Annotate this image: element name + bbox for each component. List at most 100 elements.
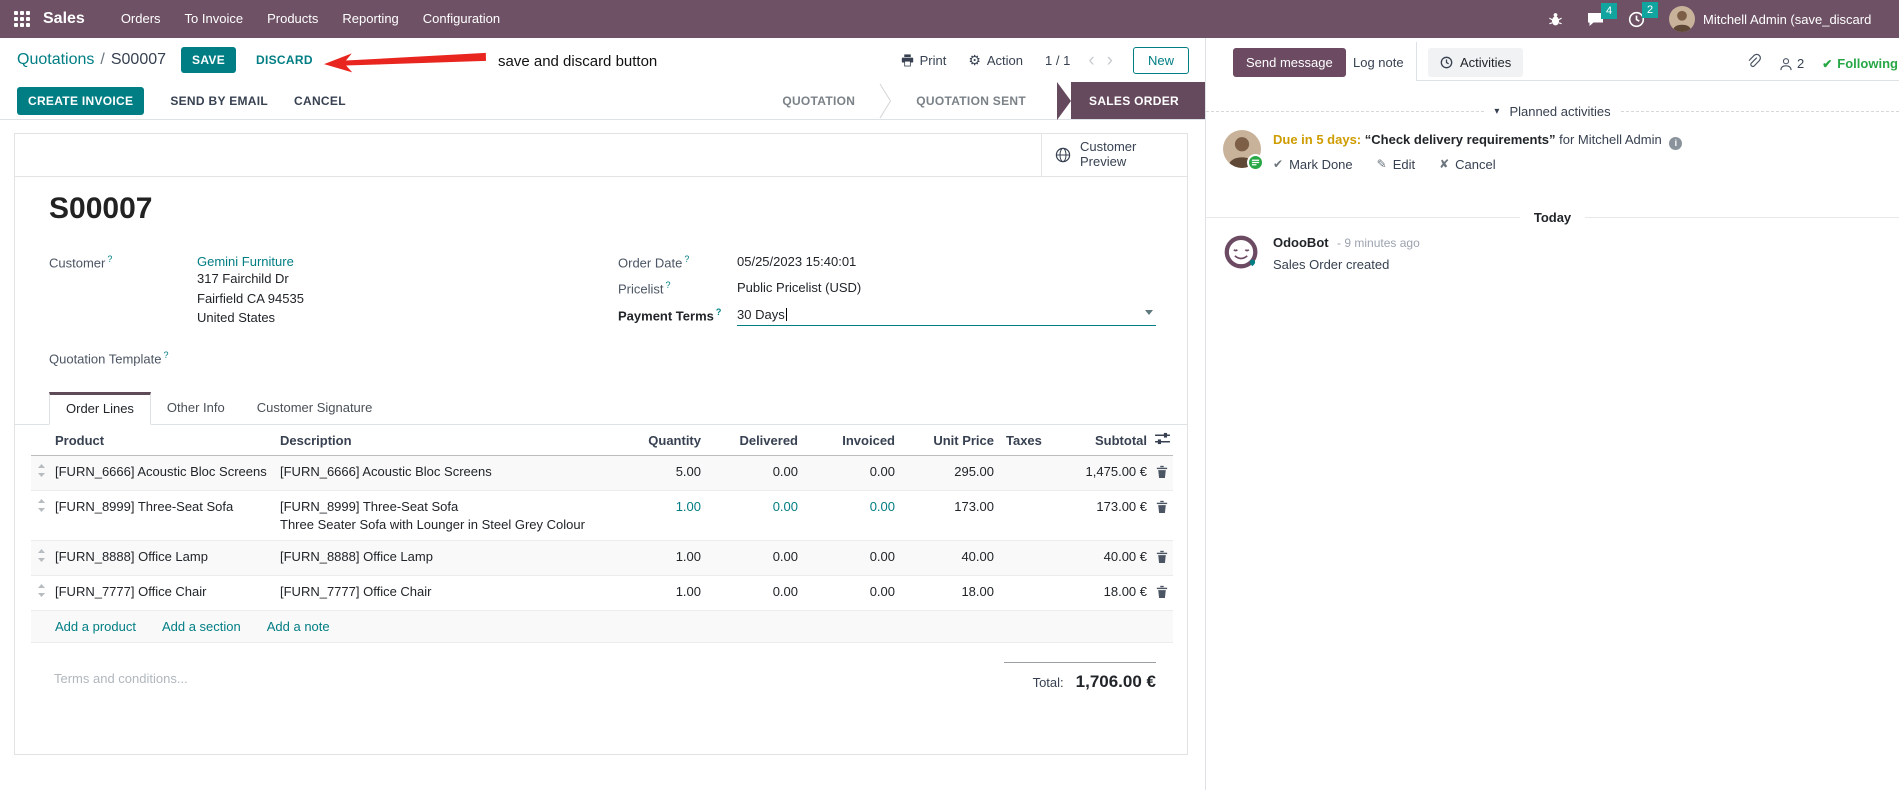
status-step-quotation-sent[interactable]: QUOTATION SENT <box>916 93 1027 108</box>
add-product-link[interactable]: Add a product <box>55 619 136 634</box>
cell-product[interactable]: [FURN_6666] Acoustic Bloc Screens <box>51 455 276 491</box>
cell-description[interactable]: [FURN_8999] Three-Seat Sofa Three Seater … <box>276 490 631 541</box>
cell-unit-price[interactable]: 18.00 <box>899 575 998 611</box>
cell-taxes[interactable] <box>998 540 1076 576</box>
messages-icon[interactable]: 4 <box>1575 2 1617 27</box>
cell-quantity[interactable]: 5.00 <box>631 455 705 491</box>
invoiced-column-header[interactable]: Invoiced <box>802 425 899 456</box>
delete-line-icon[interactable] <box>1151 540 1173 576</box>
menu-products[interactable]: Products <box>267 11 319 26</box>
cell-quantity[interactable]: 1.00 <box>631 540 705 576</box>
subtotal-column-header[interactable]: Subtotal <box>1076 425 1151 456</box>
message-author[interactable]: OdooBot <box>1273 235 1329 250</box>
pricelist-field[interactable]: Public Pricelist (USD) <box>737 280 862 296</box>
drag-handle-icon[interactable] <box>31 540 51 576</box>
drag-handle-icon[interactable] <box>31 455 51 491</box>
cell-description[interactable]: [FURN_8888] Office Lamp <box>276 540 631 576</box>
cell-invoiced[interactable]: 0.00 <box>802 490 899 541</box>
customer-preview-button[interactable]: Customer Preview <box>1041 134 1187 176</box>
activity-title: “Check delivery requirements” <box>1364 132 1556 147</box>
cell-delivered[interactable]: 0.00 <box>705 575 802 611</box>
delete-line-icon[interactable] <box>1151 455 1173 491</box>
cancel-button[interactable]: CANCEL <box>294 93 346 108</box>
tab-other-info[interactable]: Other Info <box>166 400 225 415</box>
status-step-quotation[interactable]: QUOTATION <box>782 93 856 108</box>
customer-link[interactable]: Gemini Furniture <box>197 254 294 269</box>
cell-unit-price[interactable]: 295.00 <box>899 455 998 491</box>
optional-columns-icon[interactable] <box>1151 425 1173 456</box>
cell-delivered[interactable]: 0.00 <box>705 490 802 541</box>
description-column-header[interactable]: Description <box>276 425 631 456</box>
cell-quantity[interactable]: 1.00 <box>631 490 705 541</box>
cancel-activity-button[interactable]: ✘ Cancel <box>1439 156 1496 172</box>
create-invoice-button[interactable]: CREATE INVOICE <box>17 86 145 115</box>
log-note-button[interactable]: Log note <box>1345 48 1412 77</box>
tab-order-lines[interactable]: Order Lines <box>49 392 151 425</box>
delete-line-icon[interactable] <box>1151 490 1173 541</box>
cell-delivered[interactable]: 0.00 <box>705 540 802 576</box>
cell-product[interactable]: [FURN_8999] Three-Seat Sofa <box>51 490 276 541</box>
activities-button[interactable]: Activities <box>1428 48 1524 77</box>
terms-placeholder[interactable]: Terms and conditions... <box>54 671 188 686</box>
cell-product[interactable]: [FURN_8888] Office Lamp <box>51 540 276 576</box>
delete-line-icon[interactable] <box>1151 575 1173 611</box>
activities-clock-icon[interactable]: 2 <box>1616 1 1658 28</box>
cell-invoiced[interactable]: 0.00 <box>802 455 899 491</box>
send-message-button[interactable]: Send message <box>1233 48 1346 77</box>
cell-product[interactable]: [FURN_7777] Office Chair <box>51 575 276 611</box>
cell-unit-price[interactable]: 173.00 <box>899 490 998 541</box>
mark-done-button[interactable]: ✔ Mark Done <box>1273 156 1353 172</box>
status-step-sales-order[interactable]: SALES ORDER <box>1071 82 1205 119</box>
discard-button[interactable]: DISCARD <box>256 53 313 67</box>
followers-icon[interactable]: 2 <box>1779 56 1804 71</box>
tab-customer-signature[interactable]: Customer Signature <box>256 400 373 415</box>
cell-description[interactable]: [FURN_7777] Office Chair <box>276 575 631 611</box>
table-footer-row: Add a product Add a section Add a note <box>31 610 1173 643</box>
drag-handle-icon[interactable] <box>31 490 51 541</box>
cell-taxes[interactable] <box>998 575 1076 611</box>
pager-next-icon[interactable]: › <box>1106 49 1113 71</box>
step-chevron-icon <box>879 82 892 119</box>
new-button[interactable]: New <box>1132 46 1189 74</box>
add-section-link[interactable]: Add a section <box>161 619 241 634</box>
quantity-column-header[interactable]: Quantity <box>631 425 705 456</box>
menu-reporting[interactable]: Reporting <box>342 11 399 26</box>
order-date-field[interactable]: 05/25/2023 15:40:01 <box>737 254 857 269</box>
debug-bug-icon[interactable] <box>1536 12 1575 27</box>
delivered-column-header[interactable]: Delivered <box>705 425 802 456</box>
info-icon[interactable]: i <box>1669 136 1683 150</box>
taxes-column-header[interactable]: Taxes <box>998 425 1076 456</box>
following-button[interactable]: ✔ Following <box>1822 56 1898 71</box>
user-avatar[interactable] <box>1669 6 1695 32</box>
product-column-header[interactable]: Product <box>51 425 276 456</box>
menu-configuration[interactable]: Configuration <box>422 11 501 26</box>
payment-terms-input[interactable]: 30 Days <box>737 307 1156 326</box>
collapse-caret-icon[interactable]: ▾ <box>1494 106 1500 117</box>
cell-taxes[interactable] <box>998 490 1076 541</box>
planned-activities-label[interactable]: Planned activities <box>1509 104 1611 119</box>
pager-prev-icon[interactable]: ‹ <box>1088 49 1095 71</box>
menu-orders[interactable]: Orders <box>120 11 161 26</box>
action-button[interactable]: ⚙ Action <box>968 51 1024 68</box>
apps-menu-icon[interactable] <box>14 11 30 27</box>
drag-handle-icon[interactable] <box>31 575 51 611</box>
print-button[interactable]: Print <box>901 53 946 68</box>
cell-delivered[interactable]: 0.00 <box>705 455 802 491</box>
app-name[interactable]: Sales <box>43 10 85 27</box>
dropdown-caret-icon[interactable] <box>1145 309 1153 315</box>
edit-activity-button[interactable]: ✎ Edit <box>1376 156 1416 172</box>
send-by-email-button[interactable]: SEND BY EMAIL <box>170 93 269 108</box>
unit-price-column-header[interactable]: Unit Price <box>899 425 998 456</box>
cell-invoiced[interactable]: 0.00 <box>802 540 899 576</box>
menu-to-invoice[interactable]: To Invoice <box>184 11 244 26</box>
add-note-link[interactable]: Add a note <box>266 619 330 634</box>
cell-invoiced[interactable]: 0.00 <box>802 575 899 611</box>
cell-unit-price[interactable]: 40.00 <box>899 540 998 576</box>
cell-taxes[interactable] <box>998 455 1076 491</box>
attachment-paperclip-icon[interactable] <box>1746 53 1761 74</box>
user-menu[interactable]: Mitchell Admin (save_discard <box>1703 11 1872 27</box>
save-button[interactable]: SAVE <box>181 47 237 73</box>
breadcrumb-quotations[interactable]: Quotations <box>17 51 95 68</box>
cell-description[interactable]: [FURN_6666] Acoustic Bloc Screens <box>276 455 631 491</box>
cell-quantity[interactable]: 1.00 <box>631 575 705 611</box>
